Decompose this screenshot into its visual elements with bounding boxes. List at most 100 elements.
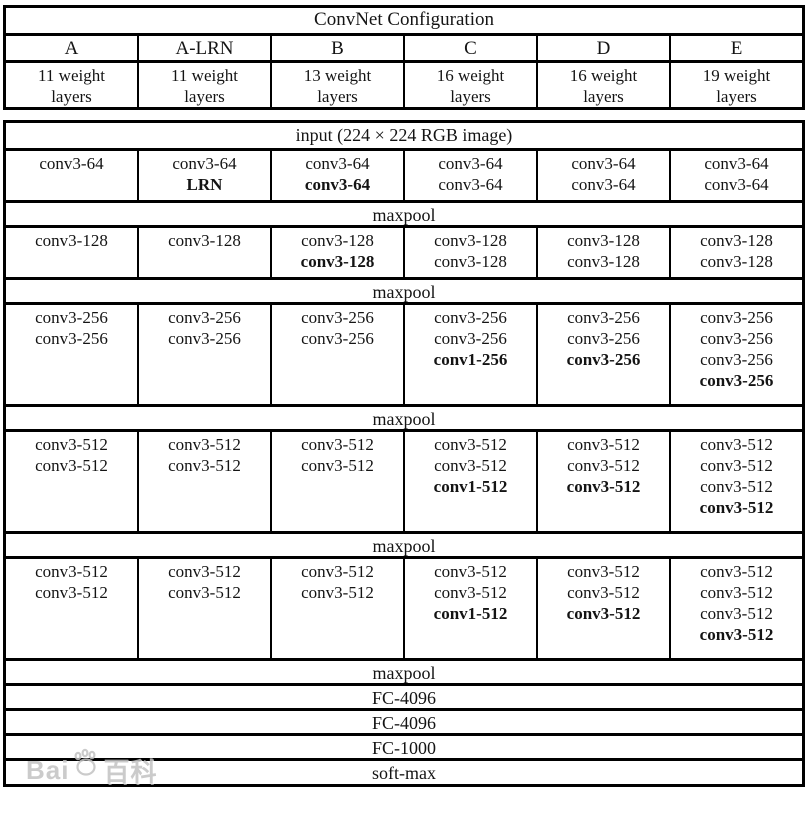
conv-cell-d: conv3-512 conv3-512 conv3-512 bbox=[536, 432, 669, 531]
conv-cell-a: conv3-512 conv3-512 bbox=[6, 432, 137, 531]
layer-label: conv3-256 bbox=[700, 329, 773, 348]
layer-label: conv3-512 bbox=[699, 498, 774, 517]
input-row-label: input (224 × 224 RGB image) bbox=[295, 125, 513, 145]
fc-row: FC-4096 bbox=[6, 683, 802, 708]
table-title: ConvNet Configuration bbox=[314, 9, 494, 30]
layer-label: conv3-256 bbox=[35, 308, 108, 327]
softmax-row: soft-max bbox=[6, 758, 802, 784]
conv-cell-e: conv3-512 conv3-512 conv3-512 conv3-512 bbox=[669, 559, 802, 658]
layer-label: conv3-512 bbox=[301, 562, 374, 581]
layer-label: conv3-128 bbox=[700, 252, 773, 271]
layer-label: conv3-512 bbox=[35, 435, 108, 454]
layer-label: conv3-512 bbox=[700, 456, 773, 475]
conv-cell-b: conv3-512 conv3-512 bbox=[270, 432, 403, 531]
layer-label: conv3-64 bbox=[438, 154, 503, 173]
layer-label: conv3-512 bbox=[168, 562, 241, 581]
layer-label: conv3-512 bbox=[700, 562, 773, 581]
conv-cell-e: conv3-128 conv3-128 bbox=[669, 228, 802, 277]
layer-label: conv3-256 bbox=[567, 308, 640, 327]
conv-cell-d: conv3-128 conv3-128 bbox=[536, 228, 669, 277]
conv-cell-a-lrn: conv3-512 conv3-512 bbox=[137, 432, 270, 531]
convnet-config-header-table: ConvNet Configuration A A-LRN B C D E 11… bbox=[3, 5, 805, 110]
layer-label: conv3-128 bbox=[300, 252, 375, 271]
weight-layers-cell: 11 weight layers bbox=[6, 63, 137, 107]
layer-label: conv3-512 bbox=[434, 583, 507, 602]
layer-label: conv3-64 bbox=[172, 154, 237, 173]
layer-label: conv3-512 bbox=[700, 604, 773, 623]
layer-label: conv3-256 bbox=[434, 329, 507, 348]
layer-label: conv3-512 bbox=[168, 435, 241, 454]
layer-label: conv3-256 bbox=[434, 308, 507, 327]
conv-cell-a: conv3-256 conv3-256 bbox=[6, 305, 137, 404]
layer-label: conv1-256 bbox=[433, 350, 508, 369]
weight-layers-cell: 16 weight layers bbox=[536, 63, 669, 107]
layer-label: conv3-256 bbox=[700, 350, 773, 369]
input-row: input (224 × 224 RGB image) bbox=[6, 123, 802, 148]
weight-count-label: 11 weight bbox=[38, 66, 105, 85]
layer-label: conv3-512 bbox=[301, 435, 374, 454]
layer-label: conv3-512 bbox=[566, 477, 641, 496]
layer-label: conv3-512 bbox=[699, 625, 774, 644]
conv-cell-e: conv3-512 conv3-512 conv3-512 conv3-512 bbox=[669, 432, 802, 531]
conv-cell-c: conv3-512 conv3-512 conv1-512 bbox=[403, 432, 536, 531]
layer-label: conv3-64 bbox=[438, 175, 503, 194]
layer-label: conv3-512 bbox=[700, 435, 773, 454]
column-header-a-lrn: A-LRN bbox=[137, 36, 270, 60]
layer-label: conv1-512 bbox=[433, 604, 508, 623]
layer-label: conv3-256 bbox=[168, 329, 241, 348]
layer-label: conv3-64 bbox=[704, 175, 769, 194]
conv-cell-c: conv3-64 conv3-64 bbox=[403, 151, 536, 200]
layer-label: conv3-128 bbox=[700, 231, 773, 250]
column-header-c: C bbox=[403, 36, 536, 60]
conv-cell-d: conv3-512 conv3-512 conv3-512 bbox=[536, 559, 669, 658]
conv-block-512-second: conv3-512 conv3-512 conv3-512 conv3-512 conv… bbox=[6, 556, 802, 658]
layer-label: conv3-256 bbox=[567, 329, 640, 348]
fc-row-label: FC-1000 bbox=[371, 738, 436, 758]
column-header-e: E bbox=[669, 36, 802, 60]
maxpool-row-label: maxpool bbox=[372, 409, 436, 429]
layer-label: conv3-512 bbox=[168, 456, 241, 475]
layer-label: conv3-512 bbox=[434, 435, 507, 454]
conv-block-64: conv3-64 conv3-64 LRN conv3-64 conv3-64 conv3… bbox=[6, 148, 802, 200]
conv-cell-a-lrn: conv3-64 LRN bbox=[137, 151, 270, 200]
layer-label: conv3-64 bbox=[571, 154, 636, 173]
layer-label: conv3-512 bbox=[168, 583, 241, 602]
layers-label: layers bbox=[450, 87, 491, 106]
conv-block-512-first: conv3-512 conv3-512 conv3-512 conv3-512 conv… bbox=[6, 429, 802, 531]
layer-label: conv1-512 bbox=[433, 477, 508, 496]
maxpool-row: maxpool bbox=[6, 658, 802, 683]
fc-row: FC-1000 bbox=[6, 733, 802, 758]
layer-label: conv3-512 bbox=[567, 435, 640, 454]
layer-label: conv3-512 bbox=[35, 456, 108, 475]
softmax-row-label: soft-max bbox=[372, 763, 436, 783]
layer-label: conv3-128 bbox=[567, 252, 640, 271]
layer-label: conv3-128 bbox=[567, 231, 640, 250]
layer-label: conv3-256 bbox=[700, 308, 773, 327]
layer-label: conv3-512 bbox=[567, 583, 640, 602]
weight-layers-cell: 16 weight layers bbox=[403, 63, 536, 107]
maxpool-row: maxpool bbox=[6, 404, 802, 429]
layer-label: conv3-128 bbox=[434, 252, 507, 271]
layers-label: layers bbox=[583, 87, 624, 106]
layers-label: layers bbox=[51, 87, 92, 106]
conv-cell-a: conv3-128 bbox=[6, 228, 137, 277]
weight-layers-row: 11 weight layers 11 weight layers 13 wei… bbox=[6, 60, 802, 107]
conv-cell-a-lrn: conv3-256 conv3-256 bbox=[137, 305, 270, 404]
layer-label: conv3-64 bbox=[305, 154, 370, 173]
weight-layers-cell: 11 weight layers bbox=[137, 63, 270, 107]
layer-label: conv3-128 bbox=[434, 231, 507, 250]
layer-label: conv3-512 bbox=[567, 456, 640, 475]
fc-row-label: FC-4096 bbox=[371, 688, 436, 708]
column-header-b: B bbox=[270, 36, 403, 60]
layer-label: conv3-256 bbox=[301, 329, 374, 348]
layers-label: layers bbox=[317, 87, 358, 106]
layer-label: conv3-256 bbox=[699, 371, 774, 390]
layers-label: layers bbox=[184, 87, 225, 106]
weight-layers-cell: 13 weight layers bbox=[270, 63, 403, 107]
conv-cell-b: conv3-64 conv3-64 bbox=[270, 151, 403, 200]
layer-label: conv3-64 bbox=[39, 154, 104, 173]
conv-cell-a: conv3-512 conv3-512 bbox=[6, 559, 137, 658]
maxpool-row: maxpool bbox=[6, 277, 802, 302]
layer-label: conv3-512 bbox=[567, 562, 640, 581]
